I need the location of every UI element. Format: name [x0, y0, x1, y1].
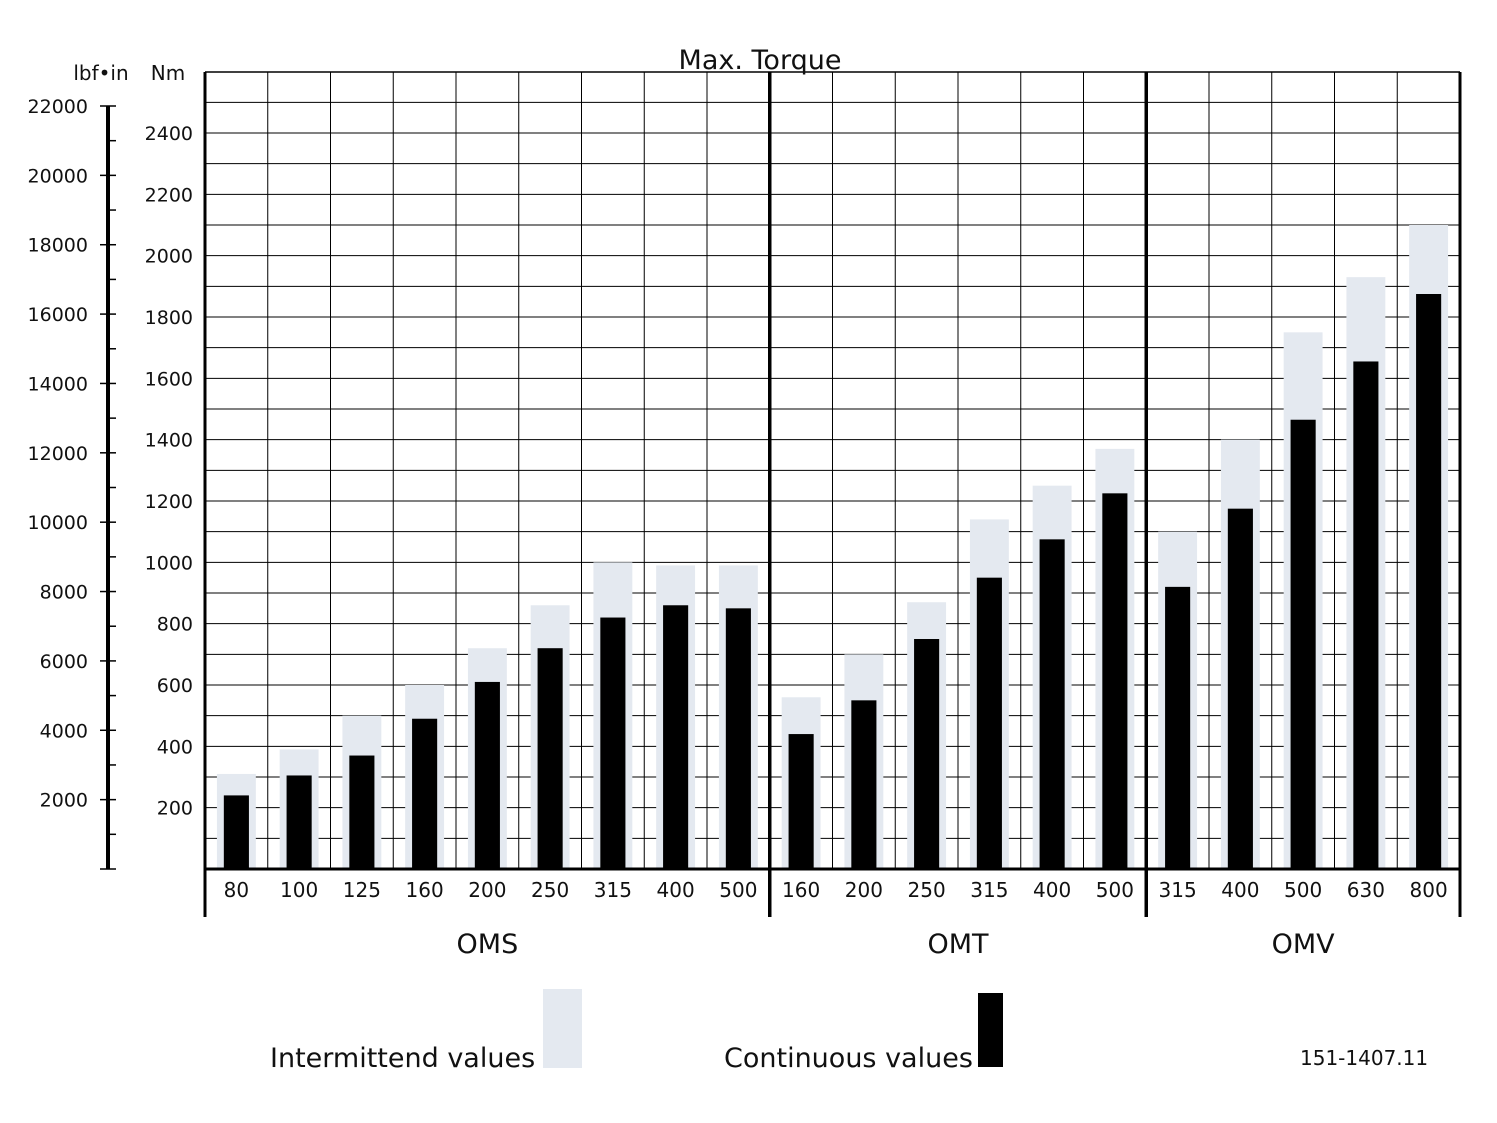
nm-tick-label: 2000: [145, 246, 193, 268]
bar-continuous: [851, 700, 877, 869]
category-label: 500: [719, 878, 757, 902]
category-label: 315: [970, 878, 1008, 902]
frame-layer: [100, 72, 1462, 917]
bar-continuous: [1102, 493, 1128, 869]
bar-continuous: [286, 775, 312, 869]
nm-tick-label: 2400: [145, 123, 193, 145]
group-label-omv: OMV: [1272, 929, 1336, 960]
category-label: 400: [1033, 878, 1071, 902]
category-label: 250: [531, 878, 569, 902]
group-label-oms: OMS: [457, 929, 519, 960]
lbf-tick-label: 2000: [40, 790, 88, 812]
nm-tick-label: 1800: [145, 307, 193, 329]
bar-continuous: [474, 681, 500, 869]
bar-continuous: [223, 795, 249, 869]
nm-tick-label: 1600: [145, 368, 193, 390]
bar-continuous: [725, 608, 751, 869]
labels-layer: OMS OMT OMV 80 100 125 160 200 250 315 400 500 160 20…: [28, 96, 1448, 960]
category-label: 315: [1159, 878, 1197, 902]
lbf-tick-label: 16000: [28, 304, 88, 326]
bar-continuous: [1227, 508, 1253, 869]
bar-continuous: [788, 734, 814, 869]
nm-tick-label: 400: [157, 736, 193, 758]
legend-swatch-intermittend: [543, 989, 582, 1068]
bar-continuous: [914, 639, 940, 869]
grid-layer: [205, 71, 1460, 917]
bar-continuous: [1165, 586, 1191, 869]
category-label: 315: [594, 878, 632, 902]
lbf-tick-label: 22000: [28, 96, 88, 118]
category-label: 400: [657, 878, 695, 902]
category-label: 100: [280, 878, 318, 902]
nm-tick-label: 2200: [145, 184, 193, 206]
chart-title: Max. Torque: [679, 45, 842, 76]
bar-continuous: [1416, 294, 1442, 869]
bar-continuous: [600, 617, 626, 869]
category-label: 160: [782, 878, 820, 902]
nm-tick-label: 200: [157, 798, 193, 820]
lbf-tick-label: 18000: [28, 235, 88, 257]
document-code: 151-1407.11: [1300, 1046, 1428, 1070]
category-label: 800: [1410, 878, 1448, 902]
legend-swatch-continuous: [978, 993, 1003, 1067]
nm-tick-label: 1000: [145, 552, 193, 574]
bar-continuous: [349, 755, 375, 869]
bar-continuous: [1039, 539, 1065, 869]
category-label: 500: [1284, 878, 1322, 902]
lbf-tick-label: 8000: [40, 582, 88, 604]
nm-tick-label: 600: [157, 675, 193, 697]
category-label: 250: [908, 878, 946, 902]
lbf-tick-label: 10000: [28, 512, 88, 534]
lbf-tick-label: 12000: [28, 443, 88, 465]
bar-continuous: [1290, 419, 1316, 869]
nm-tick-label: 1200: [145, 491, 193, 513]
category-label: 200: [845, 878, 883, 902]
bar-continuous: [537, 648, 563, 869]
lbf-tick-label: 6000: [40, 651, 88, 673]
category-label: 200: [468, 878, 506, 902]
category-label: 500: [1096, 878, 1134, 902]
bars-layer: [216, 225, 1449, 870]
nm-tick-label: 800: [157, 614, 193, 636]
bar-continuous: [663, 605, 689, 869]
y-unit-lbf-label: lbf•in: [73, 61, 128, 85]
bar-continuous: [1353, 361, 1379, 869]
nm-tick-label: 1400: [145, 430, 193, 452]
group-label-omt: OMT: [927, 929, 989, 960]
legend-label-intermittend: Intermittend values: [270, 1043, 535, 1074]
category-label: 125: [343, 878, 381, 902]
legend: Intermittend values Continuous values: [270, 989, 1003, 1074]
bar-continuous: [976, 577, 1002, 869]
category-label: 160: [406, 878, 444, 902]
y-unit-nm-label: Nm: [151, 61, 185, 85]
bar-continuous: [412, 718, 438, 869]
category-label: 630: [1347, 878, 1385, 902]
lbf-tick-label: 20000: [28, 165, 88, 187]
category-label: 400: [1221, 878, 1259, 902]
category-label: 80: [224, 878, 249, 902]
lbf-tick-label: 14000: [28, 373, 88, 395]
lbf-tick-label: 4000: [40, 720, 88, 742]
legend-label-continuous: Continuous values: [724, 1043, 973, 1074]
